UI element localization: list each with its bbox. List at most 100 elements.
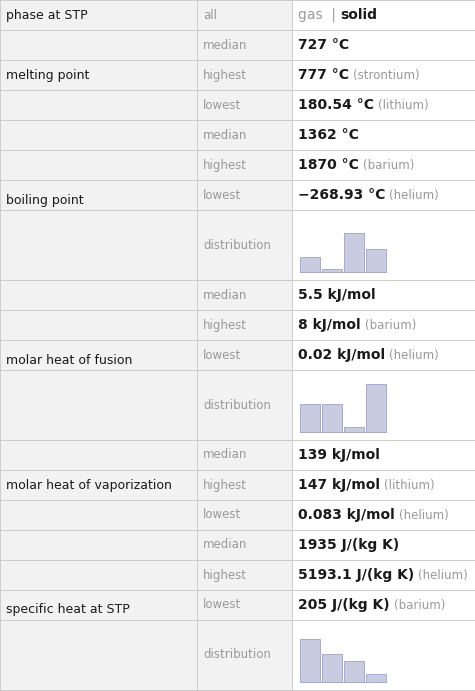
Text: lowest: lowest xyxy=(203,598,241,612)
Bar xyxy=(300,638,320,682)
Bar xyxy=(197,120,292,150)
Bar xyxy=(292,180,475,210)
Text: highest: highest xyxy=(203,569,247,582)
Bar xyxy=(292,120,475,150)
Text: 727 °C: 727 °C xyxy=(298,38,349,52)
Bar xyxy=(197,210,292,280)
Bar xyxy=(197,60,292,90)
Bar xyxy=(197,0,292,30)
Bar xyxy=(0,530,197,560)
Bar xyxy=(292,210,475,280)
Text: highest: highest xyxy=(203,319,247,332)
Bar xyxy=(0,500,197,530)
Bar xyxy=(197,590,292,620)
Text: distribution: distribution xyxy=(203,238,271,252)
Text: 5.5 kJ/mol: 5.5 kJ/mol xyxy=(298,288,376,302)
Text: (helium): (helium) xyxy=(418,569,468,582)
Bar xyxy=(197,560,292,590)
Bar xyxy=(292,590,475,620)
Bar xyxy=(344,233,364,272)
Bar xyxy=(0,150,197,180)
Bar xyxy=(366,384,386,432)
Text: (barium): (barium) xyxy=(365,319,416,332)
Bar xyxy=(292,370,475,440)
Bar xyxy=(366,249,386,272)
Text: 205 J/(kg K): 205 J/(kg K) xyxy=(298,598,390,612)
Bar xyxy=(0,470,197,500)
Bar xyxy=(197,310,292,340)
Bar xyxy=(300,404,320,432)
Text: (barium): (barium) xyxy=(394,598,445,612)
Text: (helium): (helium) xyxy=(390,189,439,202)
Text: (strontium): (strontium) xyxy=(353,68,420,82)
Bar xyxy=(197,150,292,180)
Text: 5193.1 J/(kg K): 5193.1 J/(kg K) xyxy=(298,568,414,582)
Text: melting point: melting point xyxy=(6,68,89,82)
Text: median: median xyxy=(203,538,247,551)
Text: gas  |: gas | xyxy=(298,8,345,22)
Bar xyxy=(344,661,364,682)
Bar xyxy=(292,340,475,370)
Bar xyxy=(300,257,320,272)
Bar xyxy=(0,210,197,280)
Text: 1935 J/(kg K): 1935 J/(kg K) xyxy=(298,538,399,552)
Text: 0.083 kJ/mol: 0.083 kJ/mol xyxy=(298,508,395,522)
Bar xyxy=(197,470,292,500)
Text: molar heat of vaporization: molar heat of vaporization xyxy=(6,478,172,491)
Bar xyxy=(0,60,197,90)
Bar xyxy=(0,370,197,440)
Bar xyxy=(292,60,475,90)
Bar xyxy=(0,280,197,310)
Bar xyxy=(292,470,475,500)
Bar xyxy=(292,500,475,530)
Bar xyxy=(292,440,475,470)
Bar xyxy=(292,310,475,340)
Bar xyxy=(0,440,197,470)
Text: lowest: lowest xyxy=(203,189,241,202)
Bar xyxy=(0,310,197,340)
Text: specific heat at STP: specific heat at STP xyxy=(6,603,130,616)
Bar xyxy=(197,280,292,310)
Bar xyxy=(292,280,475,310)
Text: solid: solid xyxy=(340,8,377,22)
Text: (lithium): (lithium) xyxy=(378,99,429,111)
Bar xyxy=(292,620,475,690)
Bar xyxy=(0,90,197,120)
Text: (helium): (helium) xyxy=(399,509,448,522)
Bar xyxy=(0,0,197,30)
Text: distribution: distribution xyxy=(203,648,271,661)
Text: highest: highest xyxy=(203,158,247,171)
Text: lowest: lowest xyxy=(203,99,241,111)
Bar xyxy=(197,30,292,60)
Bar xyxy=(0,180,197,210)
Text: 147 kJ/mol: 147 kJ/mol xyxy=(298,478,380,492)
Text: lowest: lowest xyxy=(203,348,241,361)
Bar xyxy=(197,90,292,120)
Bar xyxy=(292,30,475,60)
Bar xyxy=(366,674,386,682)
Text: 180.54 °C: 180.54 °C xyxy=(298,98,374,112)
Bar xyxy=(292,90,475,120)
Text: highest: highest xyxy=(203,478,247,491)
Text: molar heat of fusion: molar heat of fusion xyxy=(6,354,133,366)
Bar xyxy=(197,440,292,470)
Bar xyxy=(197,620,292,690)
Bar xyxy=(292,530,475,560)
Text: −268.93 °C: −268.93 °C xyxy=(298,188,386,202)
Text: 777 °C: 777 °C xyxy=(298,68,349,82)
Bar xyxy=(197,180,292,210)
Bar xyxy=(292,560,475,590)
Text: 139 kJ/mol: 139 kJ/mol xyxy=(298,448,380,462)
Text: phase at STP: phase at STP xyxy=(6,8,87,21)
Bar xyxy=(0,30,197,60)
Text: lowest: lowest xyxy=(203,509,241,522)
Bar xyxy=(197,500,292,530)
Text: (helium): (helium) xyxy=(389,348,439,361)
Text: median: median xyxy=(203,129,247,142)
Bar xyxy=(197,340,292,370)
Text: median: median xyxy=(203,448,247,462)
Text: 0.02 kJ/mol: 0.02 kJ/mol xyxy=(298,348,385,362)
Text: (lithium): (lithium) xyxy=(384,478,435,491)
Bar xyxy=(292,0,475,30)
Text: median: median xyxy=(203,289,247,301)
